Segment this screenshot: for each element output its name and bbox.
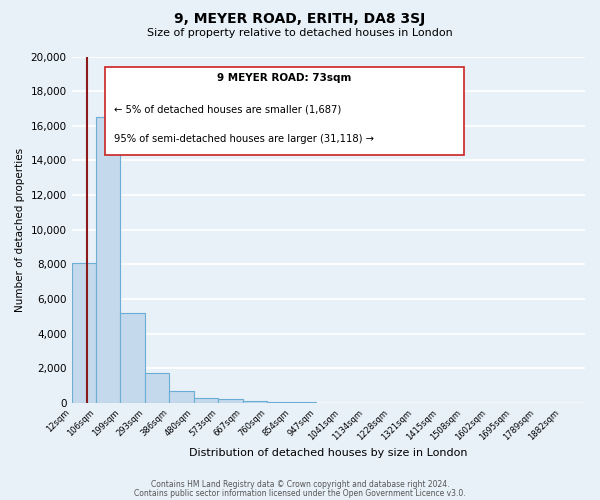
Bar xyxy=(169,391,194,403)
Bar xyxy=(316,402,340,403)
Text: Size of property relative to detached houses in London: Size of property relative to detached ho… xyxy=(147,28,453,38)
Bar xyxy=(194,398,218,403)
Bar xyxy=(121,313,145,403)
Text: Contains public sector information licensed under the Open Government Licence v3: Contains public sector information licen… xyxy=(134,488,466,498)
Bar xyxy=(292,402,316,403)
Bar xyxy=(71,262,96,403)
Bar xyxy=(218,400,242,403)
Y-axis label: Number of detached properties: Number of detached properties xyxy=(15,148,25,312)
Text: Contains HM Land Registry data © Crown copyright and database right 2024.: Contains HM Land Registry data © Crown c… xyxy=(151,480,449,489)
Text: ← 5% of detached houses are smaller (1,687): ← 5% of detached houses are smaller (1,6… xyxy=(114,104,341,115)
Bar xyxy=(96,117,121,403)
Text: 9 MEYER ROAD: 73sqm: 9 MEYER ROAD: 73sqm xyxy=(217,72,352,83)
Text: 9, MEYER ROAD, ERITH, DA8 3SJ: 9, MEYER ROAD, ERITH, DA8 3SJ xyxy=(175,12,425,26)
Bar xyxy=(267,402,292,403)
X-axis label: Distribution of detached houses by size in London: Distribution of detached houses by size … xyxy=(189,448,467,458)
Text: 95% of semi-detached houses are larger (31,118) →: 95% of semi-detached houses are larger (… xyxy=(114,134,374,144)
FancyBboxPatch shape xyxy=(105,67,464,156)
Bar xyxy=(242,401,267,403)
Bar xyxy=(145,372,169,403)
